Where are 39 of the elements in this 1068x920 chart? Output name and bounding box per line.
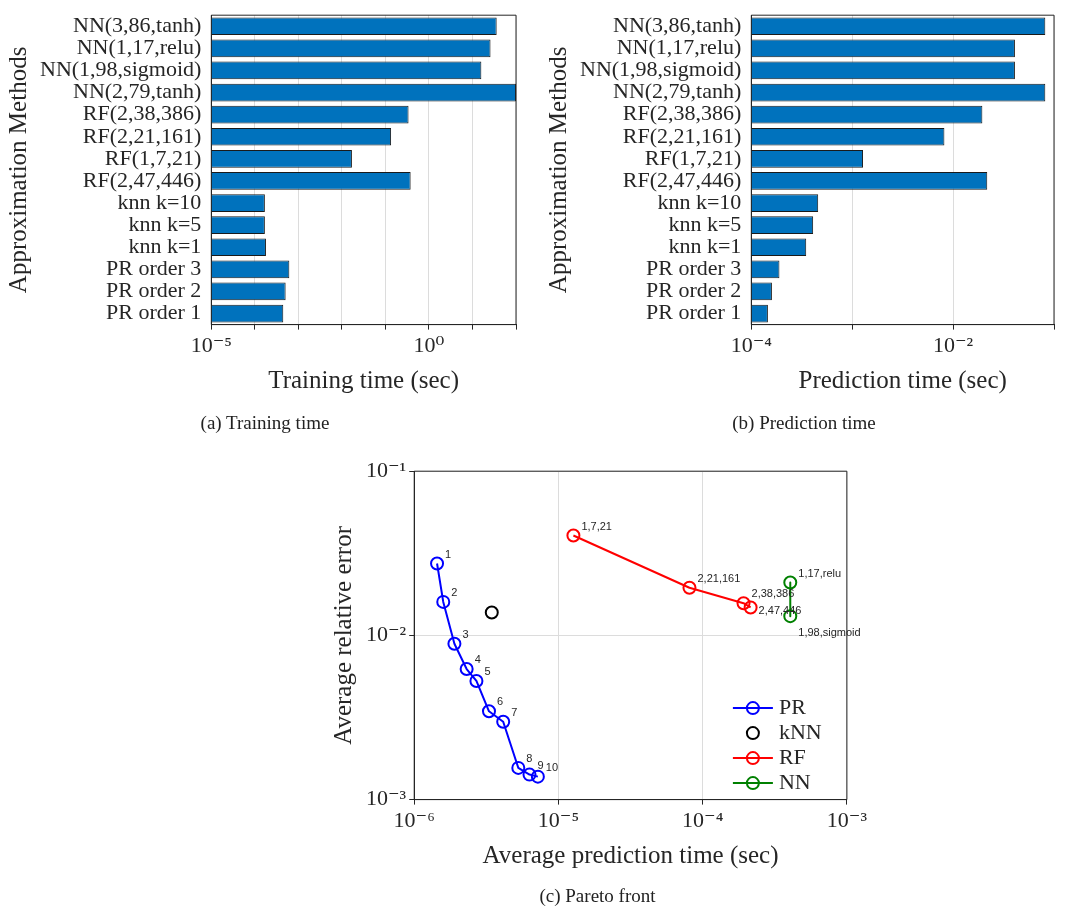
x-axis-title: Training time (sec) xyxy=(268,365,460,394)
y-axis-title: Approximation Methods xyxy=(543,46,571,294)
annotation: 2,21,161 xyxy=(697,571,741,584)
y-axis-title: Approximation Methods xyxy=(3,46,31,294)
annotation: 1,7,21 xyxy=(581,519,612,532)
annotation: 8 xyxy=(526,751,533,764)
legend-label: RF xyxy=(778,743,806,769)
text: (b) Prediction time xyxy=(731,412,877,434)
x-tick-label: 10⁻⁵ xyxy=(537,806,580,832)
legend-label: kNN xyxy=(778,718,822,744)
y-tick-label: knn k=5 xyxy=(128,210,202,236)
x-tick-label: 10⁻⁴ xyxy=(730,331,773,357)
x-tick-label: 10⁻² xyxy=(933,331,974,357)
legend-label: PR xyxy=(778,693,807,719)
x-axis-title: Average prediction time (sec) xyxy=(482,840,779,869)
annotation: 5 xyxy=(484,664,491,677)
annotation: 4 xyxy=(474,653,481,666)
annotation: 3 xyxy=(462,627,469,640)
y-tick-label: knn k=5 xyxy=(668,210,742,236)
legend-label: NN xyxy=(778,768,811,794)
x-tick-label: 10⁻³ xyxy=(826,806,868,832)
text: (c) Pareto front xyxy=(538,885,657,907)
annotation: 1 xyxy=(445,547,452,560)
y-tick-label: 10⁻¹ xyxy=(365,456,407,482)
x-tick-label: 10⁰ xyxy=(413,331,445,357)
x-tick-label: 10⁻⁴ xyxy=(682,806,724,832)
annotation: 9 xyxy=(537,758,544,771)
y-tick-label: NN(3,86,tanh) xyxy=(73,12,202,38)
annotation: 2 xyxy=(451,585,458,598)
annotation: 1,17,relu xyxy=(798,566,842,579)
y-tick-label: 10⁻² xyxy=(365,621,407,647)
annotation: 10 xyxy=(545,760,559,773)
text: (a) Training time xyxy=(199,412,331,434)
annotation: 6 xyxy=(496,695,504,708)
annotation: 7 xyxy=(511,705,518,718)
y-tick-label: NN(3,86,tanh) xyxy=(613,12,742,38)
x-tick-label: 10⁻⁵ xyxy=(190,331,232,357)
y-axis-title: Average relative error xyxy=(328,525,356,745)
x-axis-title: Prediction time (sec) xyxy=(798,365,1007,394)
